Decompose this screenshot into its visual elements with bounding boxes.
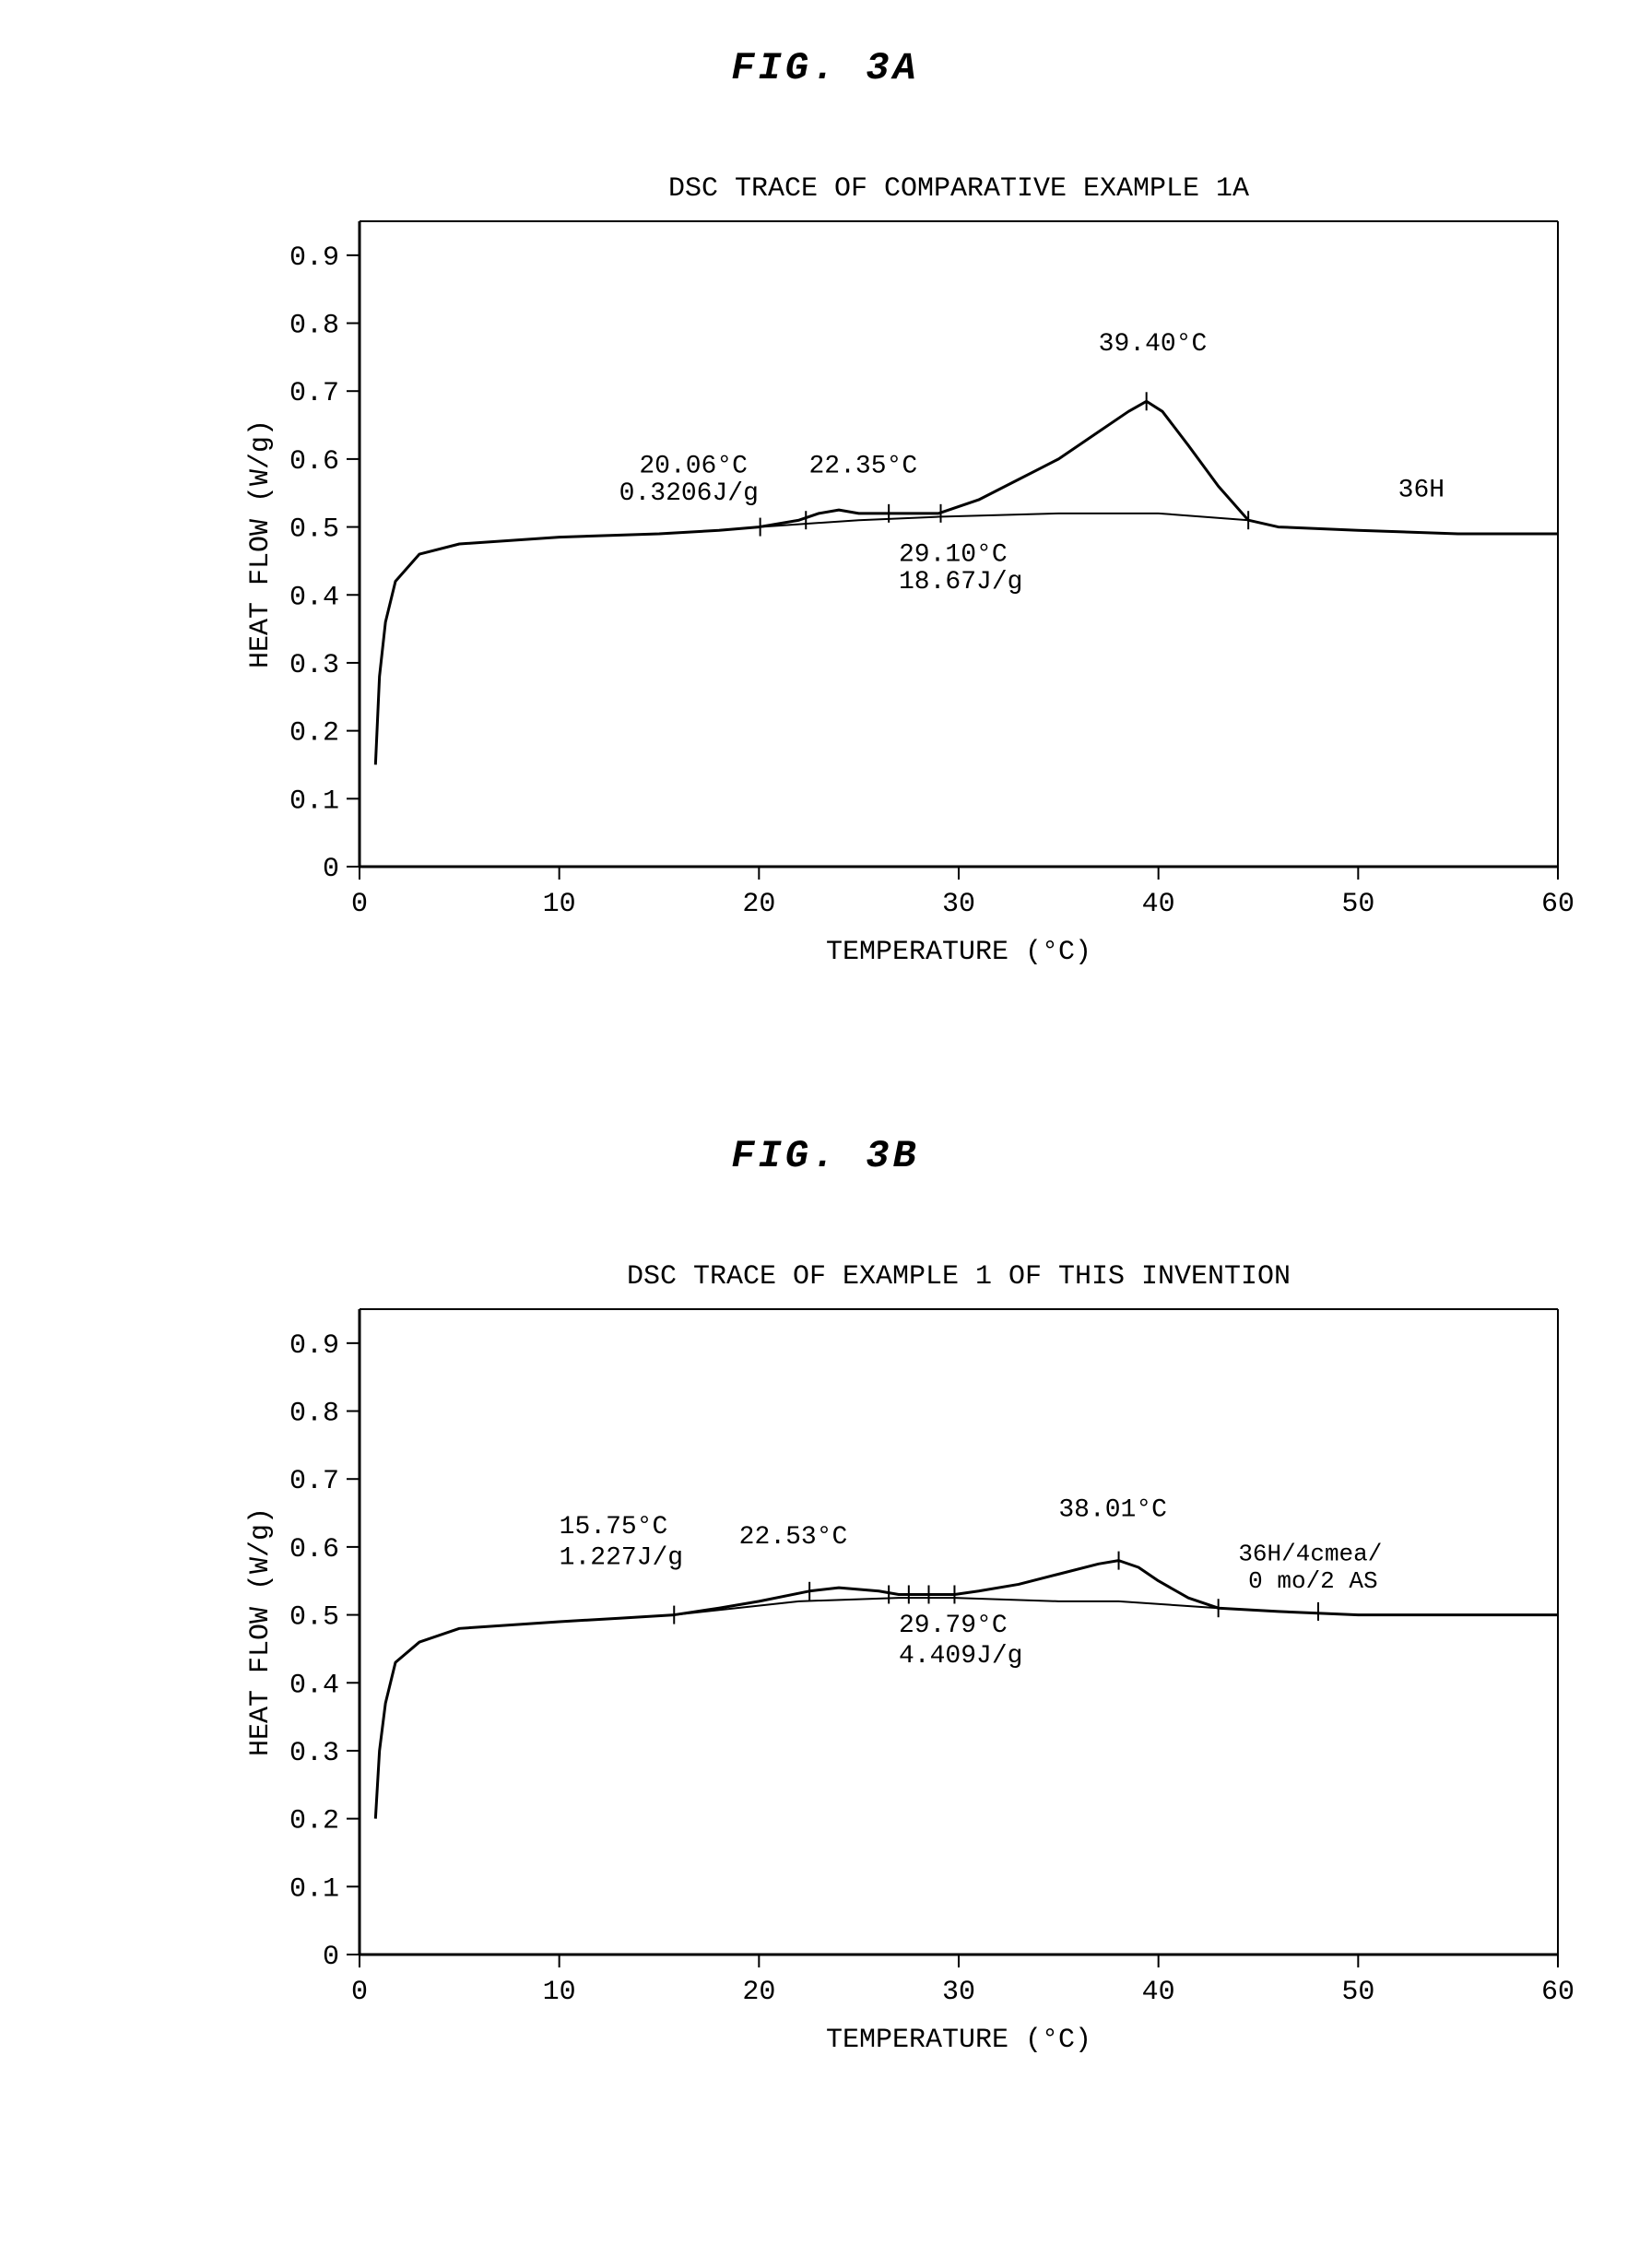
chart-a-annotation: 22.35°C	[809, 453, 918, 481]
chart-a-baseline	[759, 514, 1248, 527]
chart-b-ytick: 0.2	[289, 1806, 339, 1837]
chart-a-annotation: 36H	[1398, 476, 1445, 504]
chart-b-ytick: 0.1	[289, 1873, 339, 1905]
chart-a-xlabel: TEMPERATURE (°C)	[826, 937, 1091, 968]
chart-a: DSC TRACE OF COMPARATIVE EXAMPLE 1A 0 10 20…	[230, 157, 1576, 986]
chart-b-ytick: 0.4	[289, 1670, 339, 1701]
chart-a-xtick: 0	[351, 889, 368, 920]
chart-b-annotation: 15.75°C	[560, 1513, 668, 1542]
figure-a-label: FIG. 3A	[0, 46, 1651, 90]
chart-a-xtick: 30	[942, 889, 975, 920]
chart-b-ylabel: HEAT FLOW (W/g)	[245, 1507, 277, 1756]
chart-b-ytick: 0.5	[289, 1602, 339, 1634]
chart-b-xtick: 60	[1541, 1977, 1574, 2008]
page: FIG. 3A DSC TRACE OF COMPARATIVE EXAMPLE…	[0, 0, 1651, 2268]
chart-a-ytick: 0	[323, 854, 339, 885]
chart-a-annotation: 39.40°C	[1099, 330, 1208, 359]
chart-b-xtick: 0	[351, 1977, 368, 2008]
chart-b-title: DSC TRACE OF EXAMPLE 1 OF THIS INVENTION	[627, 1261, 1291, 1293]
chart-a-svg: DSC TRACE OF COMPARATIVE EXAMPLE 1A 0 10 20…	[230, 157, 1576, 986]
chart-a-ytick: 0.4	[289, 582, 339, 613]
chart-b-xtick: 50	[1341, 1977, 1374, 2008]
chart-b-annotation: 36H/4cmea/	[1238, 1541, 1382, 1568]
chart-b: DSC TRACE OF EXAMPLE 1 OF THIS INVENTION…	[230, 1245, 1576, 2074]
chart-a-ytick: 0.6	[289, 446, 339, 478]
chart-b-xlabel: TEMPERATURE (°C)	[826, 2025, 1091, 2056]
chart-b-annotation: 38.01°C	[1058, 1496, 1167, 1525]
chart-a-ytick: 0.1	[289, 786, 339, 817]
chart-a-ytick: 0.7	[289, 378, 339, 409]
chart-b-xtick: 20	[742, 1977, 775, 2008]
chart-b-xtick: 30	[942, 1977, 975, 2008]
chart-a-ytick: 0.8	[289, 311, 339, 342]
chart-b-ytick: 0.8	[289, 1399, 339, 1430]
chart-b-ytick: 0.9	[289, 1330, 339, 1362]
chart-a-annotation: 0.3206J/g	[619, 479, 759, 508]
chart-b-annotation: 0 mo/2 AS	[1248, 1567, 1377, 1595]
chart-a-ytick: 0.9	[289, 242, 339, 274]
chart-a-xtick: 50	[1341, 889, 1374, 920]
chart-a-annotation: 20.06°C	[639, 453, 748, 481]
chart-a-xtick: 20	[742, 889, 775, 920]
chart-b-svg: DSC TRACE OF EXAMPLE 1 OF THIS INVENTION…	[230, 1245, 1576, 2074]
chart-a-ylabel: HEAT FLOW (W/g)	[245, 419, 277, 668]
chart-b-annotation: 4.409J/g	[899, 1642, 1022, 1671]
chart-a-title: DSC TRACE OF COMPARATIVE EXAMPLE 1A	[668, 173, 1249, 205]
chart-a-xtick: 40	[1142, 889, 1175, 920]
chart-a-ytick: 0.2	[289, 718, 339, 750]
chart-b-curve	[375, 1561, 1558, 1819]
chart-a-xtick: 10	[543, 889, 576, 920]
chart-b-xtick: 10	[543, 1977, 576, 2008]
chart-b-ytick: 0.3	[289, 1738, 339, 1769]
chart-b-annotation: 1.227J/g	[560, 1543, 683, 1572]
chart-b-ytick: 0.7	[289, 1466, 339, 1497]
chart-b-ytick: 0	[323, 1942, 339, 1973]
chart-b-annotation: 29.79°C	[899, 1612, 1008, 1640]
chart-a-xtick: 60	[1541, 889, 1574, 920]
chart-a-annotation: 18.67J/g	[899, 568, 1022, 597]
figure-b-label: FIG. 3B	[0, 1134, 1651, 1178]
chart-a-annotation: 29.10°C	[899, 540, 1008, 569]
chart-a-ytick: 0.3	[289, 650, 339, 681]
chart-a-ytick: 0.5	[289, 514, 339, 546]
chart-b-annotation: 22.53°C	[739, 1523, 848, 1552]
chart-b-xtick: 40	[1142, 1977, 1175, 2008]
chart-b-ytick: 0.6	[289, 1534, 339, 1565]
